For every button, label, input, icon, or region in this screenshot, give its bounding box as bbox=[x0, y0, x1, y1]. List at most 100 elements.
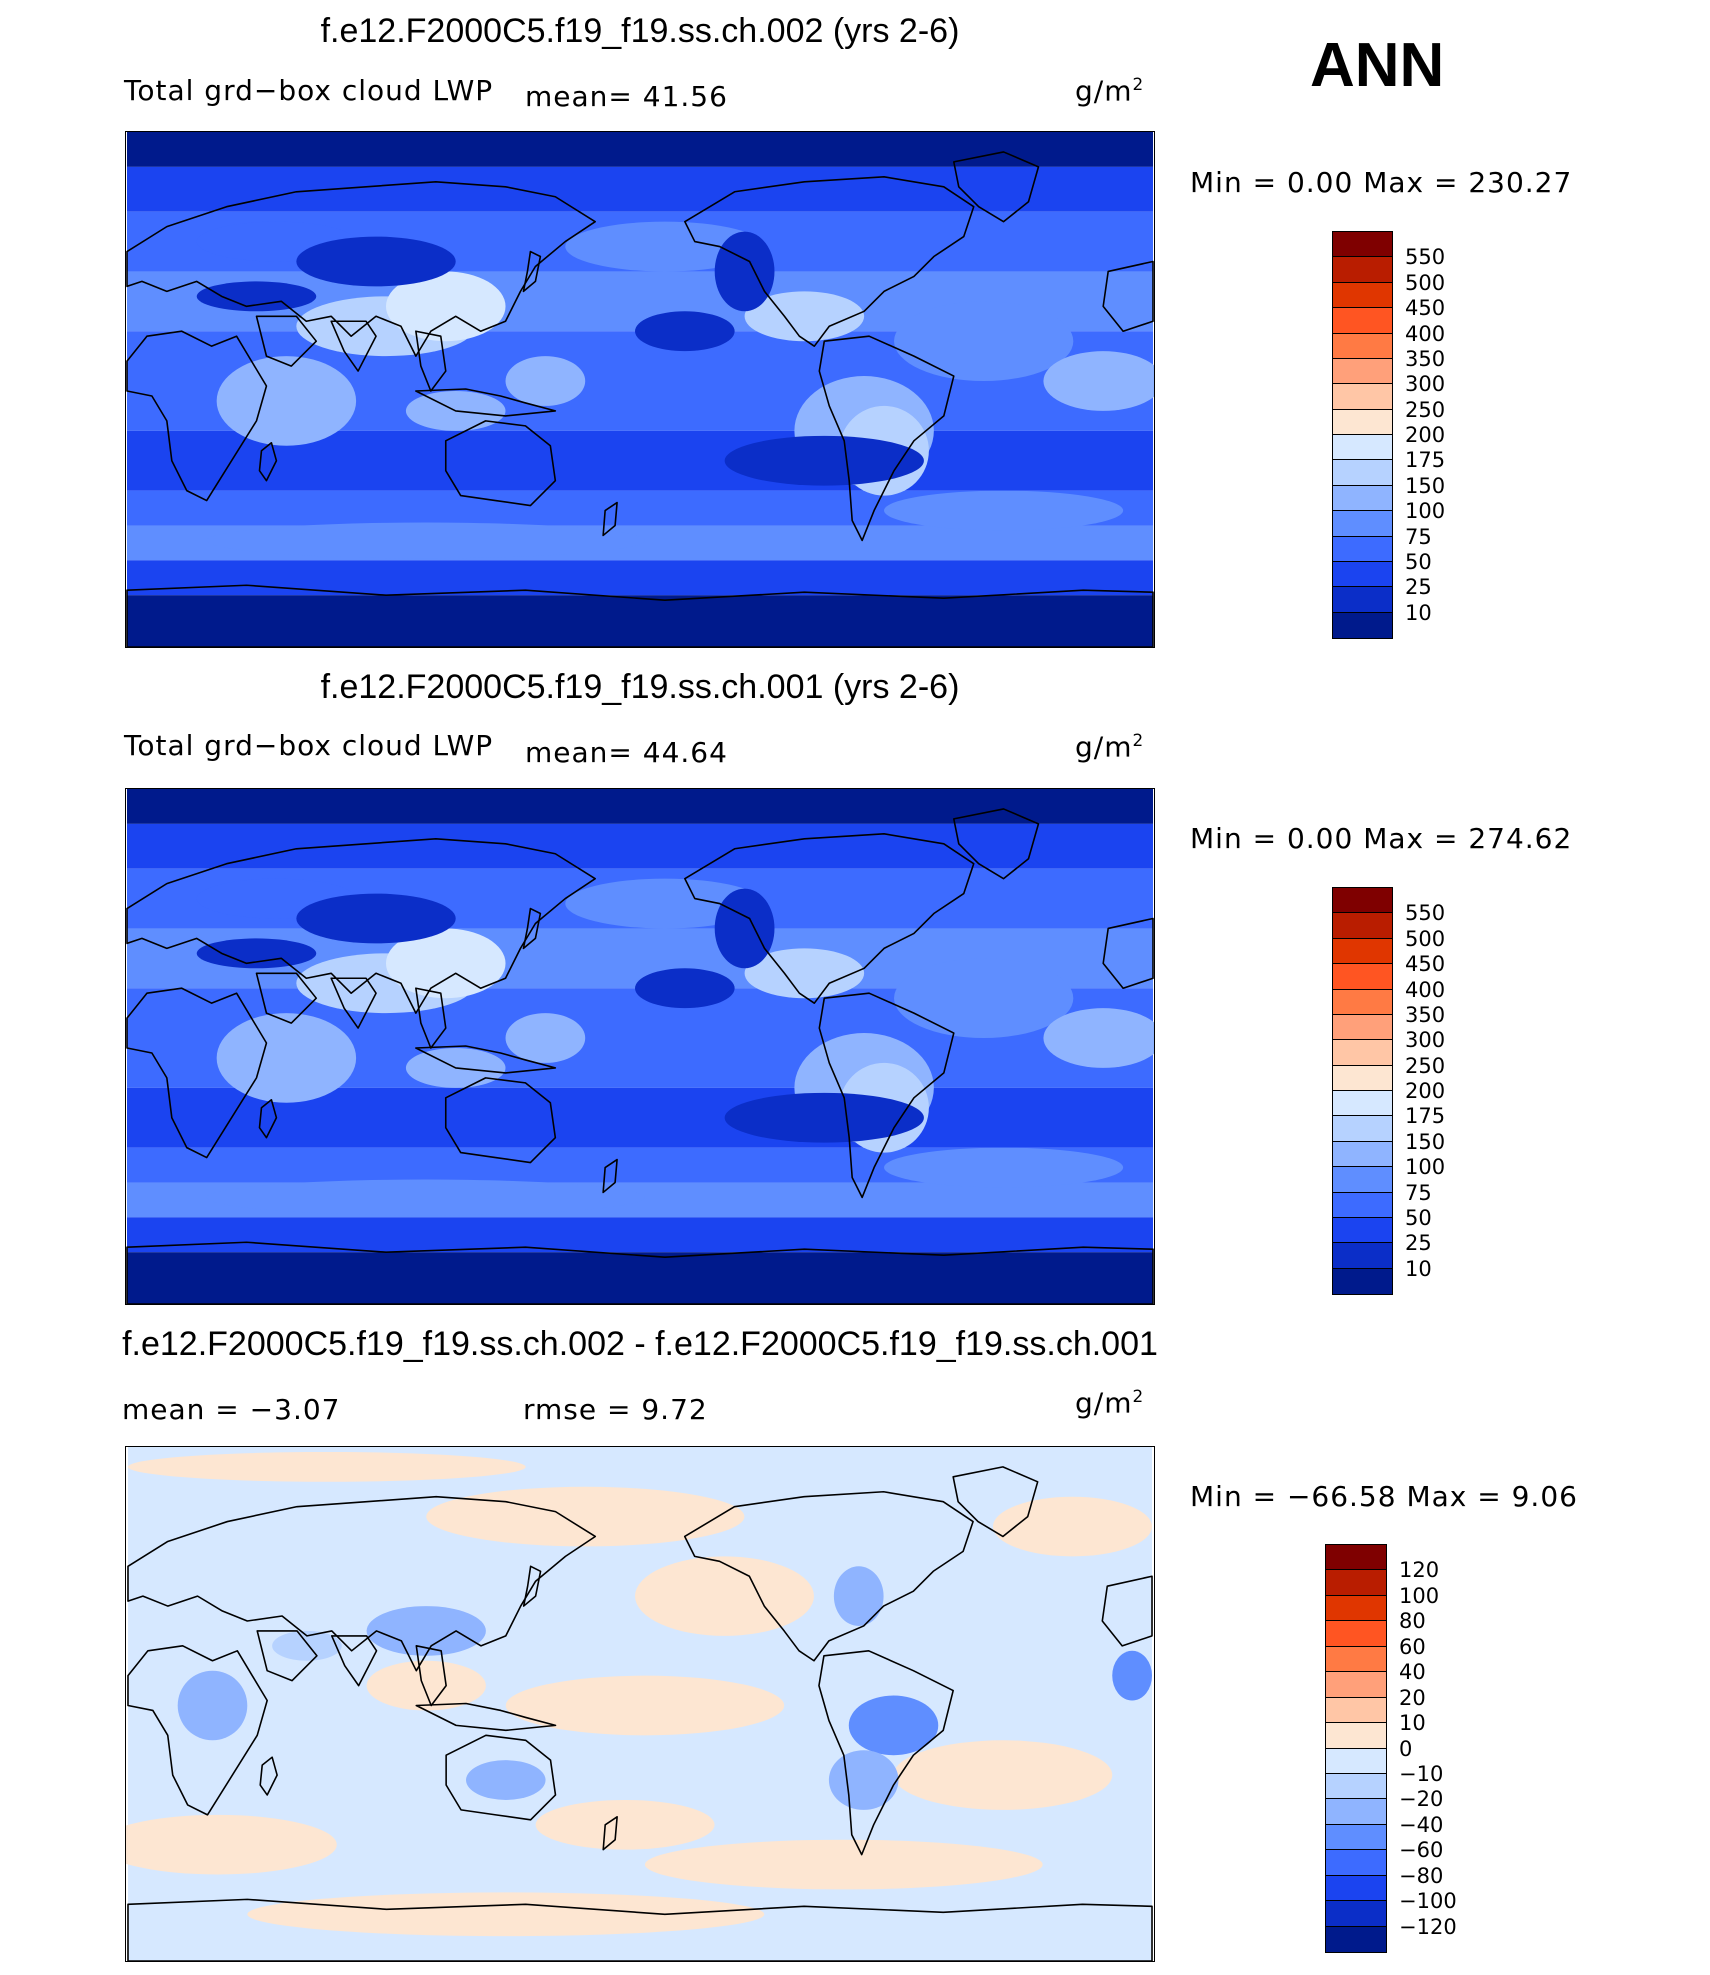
contour-band bbox=[126, 132, 1154, 167]
map-canvas bbox=[126, 1447, 1153, 1961]
colorbar-level-label: 450 bbox=[1405, 952, 1446, 977]
contour-region bbox=[177, 1670, 248, 1741]
colorbar-swatch bbox=[1333, 888, 1392, 914]
colorbar-swatch bbox=[1326, 1850, 1386, 1876]
colorbar-level-label: 450 bbox=[1405, 296, 1446, 321]
coastline-indonesia bbox=[415, 388, 557, 417]
contour-region bbox=[466, 1760, 546, 1800]
variable-label: Total grd−box cloud LWP bbox=[124, 74, 494, 107]
contour-region bbox=[126, 1814, 337, 1875]
contour-region bbox=[385, 271, 506, 342]
coastline-seasia bbox=[415, 330, 447, 392]
coastline-japan bbox=[522, 250, 542, 293]
contour-band bbox=[126, 560, 1154, 596]
contour-band bbox=[126, 166, 1154, 212]
colorbar-level-label: 25 bbox=[1405, 575, 1432, 600]
colorbar-level-label: 175 bbox=[1405, 448, 1446, 473]
season-label: ANN bbox=[1310, 31, 1445, 100]
contour-region bbox=[296, 236, 456, 287]
contour-region bbox=[196, 281, 317, 312]
contour-region bbox=[828, 1750, 899, 1810]
map-plot bbox=[125, 131, 1155, 648]
contour-region bbox=[505, 1013, 586, 1063]
colorbar-level-label: 20 bbox=[1399, 1685, 1426, 1710]
colorbar-level-label: 400 bbox=[1405, 321, 1446, 346]
coastline-samerica bbox=[818, 1650, 954, 1856]
colorbar-swatch bbox=[1333, 282, 1392, 309]
coastline-india bbox=[330, 977, 377, 1029]
coastline-greenland bbox=[952, 1466, 1039, 1538]
colorbar-swatch bbox=[1333, 232, 1392, 258]
coastline-australia bbox=[444, 420, 557, 507]
colorbar-swatch bbox=[1333, 485, 1392, 512]
mean-stat: mean = −3.07 bbox=[122, 1393, 341, 1426]
mean-stat: mean= 44.64 bbox=[525, 736, 728, 769]
colorbar-level-label: 550 bbox=[1405, 245, 1446, 270]
colorbar-swatch bbox=[1326, 1570, 1386, 1596]
mean-stat: mean= 41.56 bbox=[525, 80, 728, 113]
rmse-stat: rmse = 9.72 bbox=[523, 1393, 708, 1426]
contour-region bbox=[1043, 351, 1154, 411]
colorbar-swatch bbox=[1333, 989, 1392, 1015]
contour-region bbox=[206, 1179, 645, 1216]
colorbar-swatch bbox=[1333, 358, 1392, 385]
coastline-india bbox=[330, 320, 377, 372]
coastline-australia bbox=[444, 1077, 557, 1164]
coastline-seasia bbox=[415, 987, 447, 1049]
contour-region bbox=[893, 1740, 1113, 1810]
colorbar-level-label: 120 bbox=[1399, 1558, 1440, 1583]
contour-region bbox=[635, 1556, 814, 1636]
coastline-nz bbox=[602, 1816, 618, 1851]
coastline-samerica bbox=[818, 335, 955, 542]
coastline-antarctica bbox=[126, 1241, 1154, 1304]
colorbar-level-label: 50 bbox=[1405, 1205, 1432, 1230]
coastline-eurasia bbox=[126, 838, 596, 1014]
coastline-arabia bbox=[255, 972, 318, 1024]
colorbar-level-label: 500 bbox=[1405, 926, 1446, 951]
contour-region bbox=[216, 356, 357, 446]
colorbar-swatch bbox=[1333, 409, 1392, 435]
colorbar-level-label: −20 bbox=[1399, 1787, 1444, 1812]
coastline-namerica bbox=[683, 1490, 974, 1662]
coastline-madagascar bbox=[258, 1098, 278, 1139]
coastline-seasia bbox=[415, 1645, 447, 1707]
colorbar-level-label: −100 bbox=[1399, 1889, 1457, 1914]
colorbar-level-label: 10 bbox=[1399, 1711, 1426, 1736]
coastline-antarctica bbox=[126, 584, 1154, 647]
coastline-japan bbox=[522, 907, 542, 950]
colorbar-swatch bbox=[1333, 1243, 1392, 1269]
colorbar-swatch bbox=[1333, 1014, 1392, 1041]
colorbar-swatch bbox=[1326, 1545, 1386, 1571]
coastline-madagascar bbox=[259, 1756, 278, 1796]
contour-region bbox=[992, 1496, 1153, 1557]
colorbar-swatch bbox=[1333, 308, 1392, 334]
contour-band bbox=[126, 595, 1154, 647]
colorbar-swatch bbox=[1333, 964, 1392, 990]
colorbar-level-label: −10 bbox=[1399, 1761, 1444, 1786]
colorbar-level-label: 175 bbox=[1405, 1104, 1446, 1129]
coastline-eurasia bbox=[126, 181, 596, 357]
contour-region bbox=[565, 221, 765, 272]
colorbar-swatch bbox=[1333, 435, 1392, 461]
colorbar-level-label: 100 bbox=[1405, 499, 1446, 524]
contour-region bbox=[848, 1695, 939, 1756]
colorbar-level-label: 200 bbox=[1405, 423, 1446, 447]
contour-region bbox=[884, 1147, 1124, 1188]
colorbar-swatch bbox=[1333, 612, 1392, 638]
colorbar-level-label: 75 bbox=[1405, 524, 1432, 549]
contour-band bbox=[126, 1217, 1154, 1253]
coastline-eurasia bbox=[127, 1495, 597, 1672]
coastline-africa bbox=[126, 330, 268, 502]
contour-region bbox=[714, 231, 775, 312]
panel-title: f.e12.F2000C5.f19_f19.ss.ch.002 (yrs 2-6… bbox=[320, 12, 960, 50]
colorbar-level-label: 300 bbox=[1405, 372, 1446, 397]
min-max-label: Min = 0.00 Max = 230.27 bbox=[1190, 166, 1573, 199]
coastline-samerica bbox=[818, 992, 955, 1199]
colorbar-level-label: 350 bbox=[1405, 346, 1446, 371]
variable-label: Total grd−box cloud LWP bbox=[124, 729, 494, 762]
contour-region bbox=[216, 1013, 357, 1103]
colorbar-swatch bbox=[1326, 1926, 1386, 1952]
contour-region bbox=[1112, 1650, 1153, 1701]
colorbar-swatch bbox=[1333, 561, 1392, 588]
colorbar-level-label: 500 bbox=[1405, 270, 1446, 295]
